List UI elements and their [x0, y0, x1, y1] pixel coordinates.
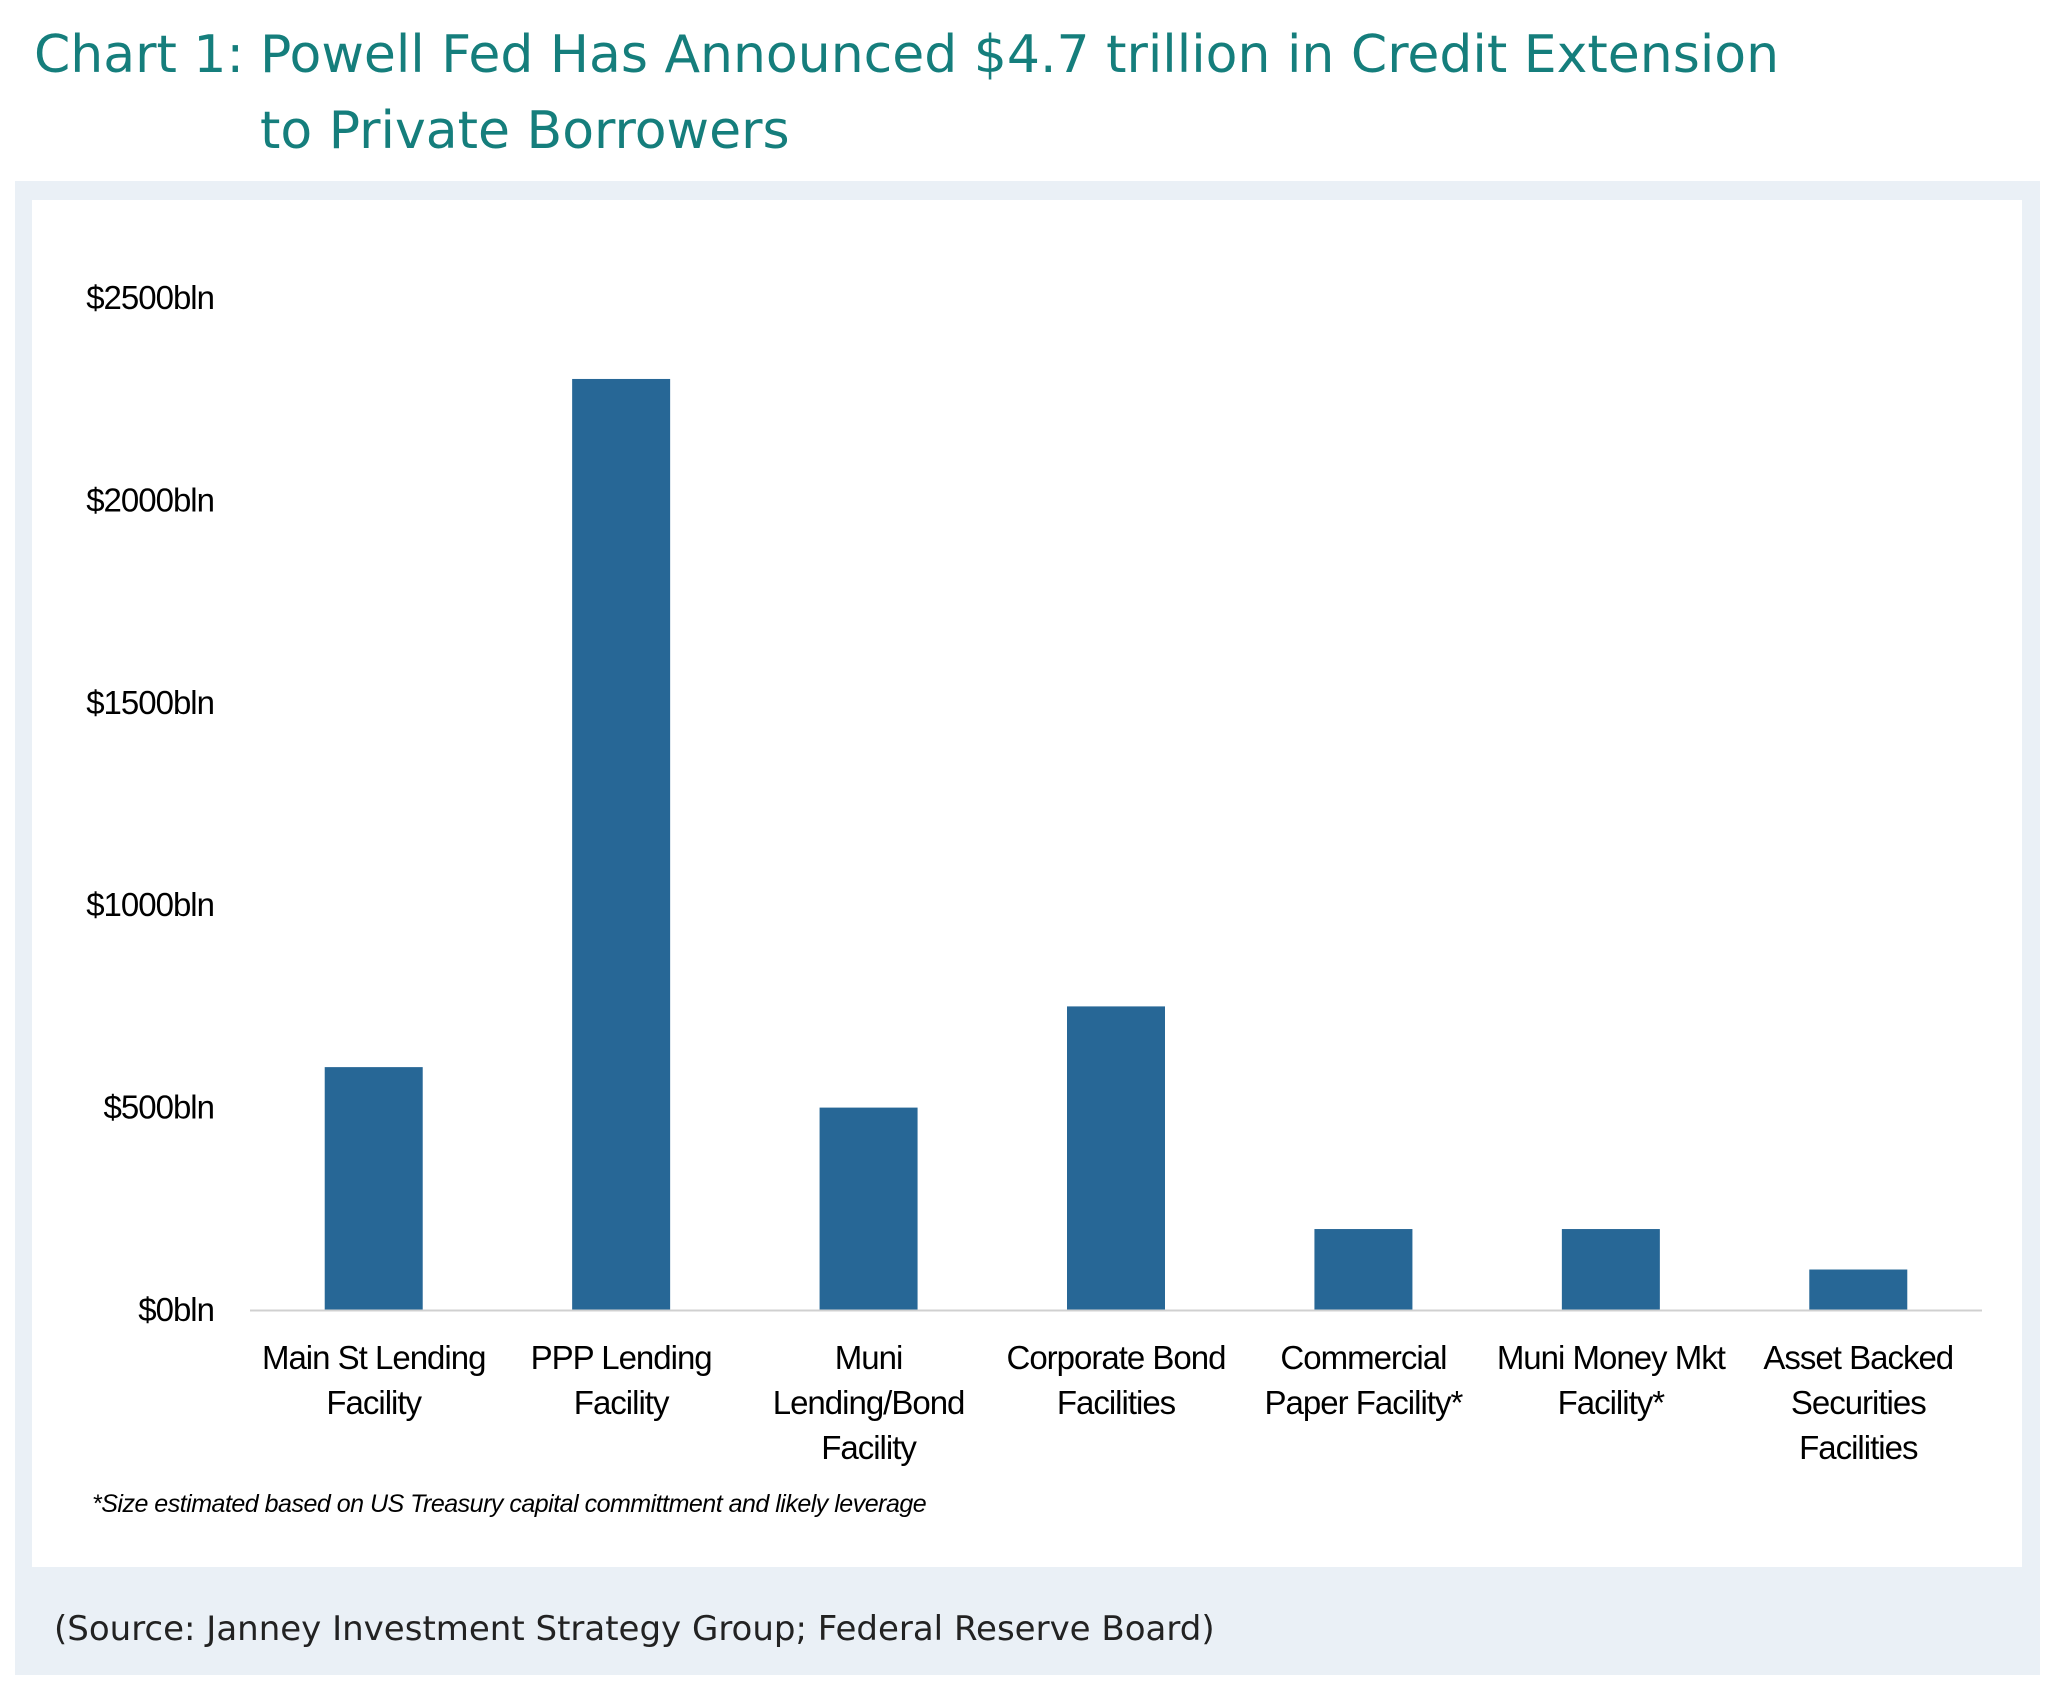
bar: [1561, 1229, 1660, 1310]
x-tick-label: Corporate Bond Facilities: [1007, 1339, 1226, 1421]
y-tick-label: $500bln: [104, 1089, 214, 1126]
y-tick-label: $2500bln: [86, 279, 214, 316]
bar: [572, 378, 671, 1311]
footnote: *Size estimated based on US Treasury cap…: [92, 1490, 927, 1518]
y-tick-label: $1000bln: [86, 886, 214, 923]
x-tick-label: Muni Lending/Bond Facility: [773, 1339, 965, 1466]
x-tick-label: Commercial Paper Facility*: [1265, 1339, 1464, 1421]
bar: [1809, 1269, 1908, 1310]
chart-title-line-1: Powell Fed Has Announced $4.7 trillion i…: [260, 25, 1780, 85]
x-axis: Main St Lending Facility PPP Lending Facili…: [250, 1309, 1982, 1466]
y-tick-label: $1500bln: [86, 684, 214, 721]
bar: [1067, 1006, 1165, 1310]
y-tick-label: $0bln: [138, 1291, 214, 1328]
bar: [819, 1107, 918, 1310]
chart-title-line-2: to Private Borrowers: [260, 101, 790, 161]
y-tick-label: $2000bln: [86, 481, 214, 518]
x-tick-label: Main St Lending Facility: [262, 1339, 486, 1421]
y-axis: $0bln $500bln $1000bln $1500bln $2000bln $250…: [86, 279, 215, 1328]
source-note: (Source: Janney Investment Strategy Grou…: [54, 1609, 1215, 1649]
x-tick-label: Muni Money Mkt Facility*: [1497, 1339, 1726, 1421]
x-tick-label: Asset Backed Securities Facilities: [1763, 1339, 1953, 1466]
bar: [324, 1067, 423, 1310]
bars: [324, 378, 1908, 1311]
bar: [1314, 1229, 1413, 1310]
chart-title-prefix: Chart 1:: [34, 25, 245, 85]
chart-panel: [32, 200, 2022, 1567]
x-tick-label: PPP Lending Facility: [531, 1339, 712, 1421]
